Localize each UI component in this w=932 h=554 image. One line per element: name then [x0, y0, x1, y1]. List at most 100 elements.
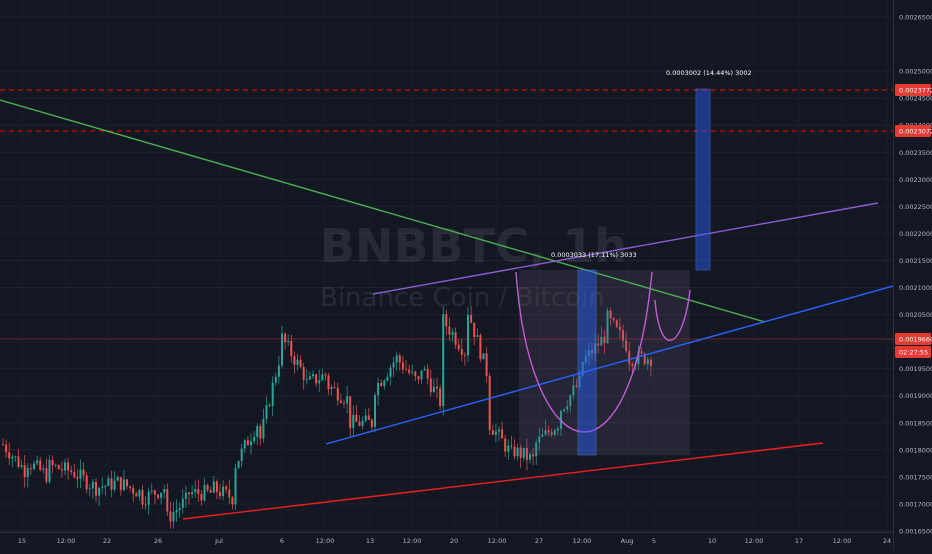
candle-body: [45, 468, 48, 482]
price-label-box: [895, 84, 931, 96]
candle-body: [457, 344, 460, 350]
candle-body: [76, 477, 79, 479]
candle-body: [315, 374, 318, 384]
candle-body: [544, 430, 547, 435]
candle-body: [240, 448, 243, 462]
y-axis: 0.00265000.00250000.00245000.00240000.00…: [893, 0, 932, 550]
x-axis: 15 12:00 22 26 Jul 6 12:00 13 12:00 20 12:00 27 12:0…: [0, 532, 893, 550]
candle-body: [305, 379, 308, 381]
candle-body: [166, 489, 169, 512]
candle-body: [150, 490, 153, 492]
candle-body: [122, 479, 125, 491]
candle-body: [436, 386, 438, 389]
candle-body: [343, 402, 345, 404]
candle-body: [392, 362, 395, 368]
x-tick-label: 20: [450, 537, 458, 545]
price-labels: 0.0023772 0.0023072 0.0019660 02:27:55: [895, 84, 932, 358]
candle-body: [649, 359, 652, 366]
y-tick-label: 0.0021500: [899, 257, 932, 265]
candle-body: [553, 430, 556, 435]
candle-body: [126, 479, 128, 487]
candle-body: [82, 469, 85, 476]
watermark-name: Binance Coin / Bitcoin: [320, 283, 605, 313]
candle-body: [578, 375, 581, 387]
measure-label-upper: 0.0003002 (14.44%) 3002: [666, 69, 752, 77]
candle-body: [479, 335, 482, 360]
candle-body: [352, 414, 355, 429]
y-tick-label: 0.0025000: [899, 68, 932, 76]
candle-body: [374, 395, 376, 427]
cup-curve: [515, 271, 653, 433]
candle-body: [104, 485, 107, 487]
candle-body: [206, 485, 209, 491]
x-tick-label: 22: [103, 537, 111, 545]
candle-body: [491, 429, 494, 435]
candle-body: [60, 469, 63, 471]
candle-body: [485, 353, 488, 377]
x-tick-label: 24: [883, 537, 891, 545]
y-tick-label: 0.0019500: [899, 365, 932, 373]
candle-body: [408, 369, 411, 373]
candle-body: [184, 492, 187, 499]
candle-body: [411, 371, 414, 373]
candle-body: [467, 314, 469, 356]
candle-body: [600, 336, 603, 346]
x-tick-label: 12:00: [833, 537, 852, 545]
candle-body: [144, 504, 147, 506]
candle-body: [172, 512, 175, 522]
candle-body: [20, 465, 23, 467]
candle-body: [281, 333, 283, 366]
x-tick-label: Aug: [621, 537, 634, 545]
price-label-text: 02:27:55: [899, 349, 928, 357]
x-tick-label: 26: [154, 537, 162, 545]
candle-body: [29, 467, 32, 470]
candle-body: [287, 340, 290, 343]
candle-body: [414, 371, 417, 377]
candle-body: [454, 332, 457, 345]
y-tick-label: 0.0023000: [899, 176, 932, 184]
candle-body: [36, 460, 39, 464]
x-tick-label: 27: [535, 537, 543, 545]
y-tick-label: 0.0018500: [899, 419, 932, 427]
candle-body: [432, 386, 435, 393]
candle-body: [64, 462, 66, 471]
candle-body: [113, 480, 116, 490]
candle-body: [212, 481, 215, 493]
candle-body: [550, 432, 553, 435]
candle-body: [339, 400, 342, 403]
candle-body: [556, 428, 559, 431]
candle-body: [581, 362, 584, 376]
y-tick-label: 0.0024500: [899, 95, 932, 103]
measure-box-lower: [577, 269, 597, 456]
candle-body: [525, 447, 528, 460]
x-tick-label: 10: [708, 537, 716, 545]
candle-body: [312, 374, 314, 377]
candle-body: [191, 492, 194, 495]
price-label-box: [895, 125, 931, 137]
candle-body: [88, 488, 91, 490]
price-label-text: 0.0023772: [899, 87, 932, 95]
candle-body: [116, 477, 119, 481]
y-tick-label: 0.0019000: [899, 392, 932, 400]
candle-body: [501, 429, 504, 439]
candle-body: [237, 461, 240, 469]
candle-body: [615, 320, 618, 327]
y-tick-label: 0.0017000: [899, 500, 932, 508]
candle-body: [277, 365, 280, 377]
candle-body: [349, 396, 352, 429]
candles: [2, 305, 652, 529]
candle-body: [79, 469, 82, 479]
candle-body: [643, 353, 646, 364]
candle-body: [284, 333, 287, 343]
candle-body: [482, 353, 485, 360]
candle-body: [504, 438, 507, 452]
candle-body: [256, 425, 259, 437]
descending-trendline: [0, 99, 766, 323]
candle-body: [194, 489, 197, 493]
candle-body: [448, 326, 451, 335]
overlays: [0, 88, 894, 520]
candle-body: [33, 463, 35, 470]
x-tick-label: 5: [652, 537, 656, 545]
